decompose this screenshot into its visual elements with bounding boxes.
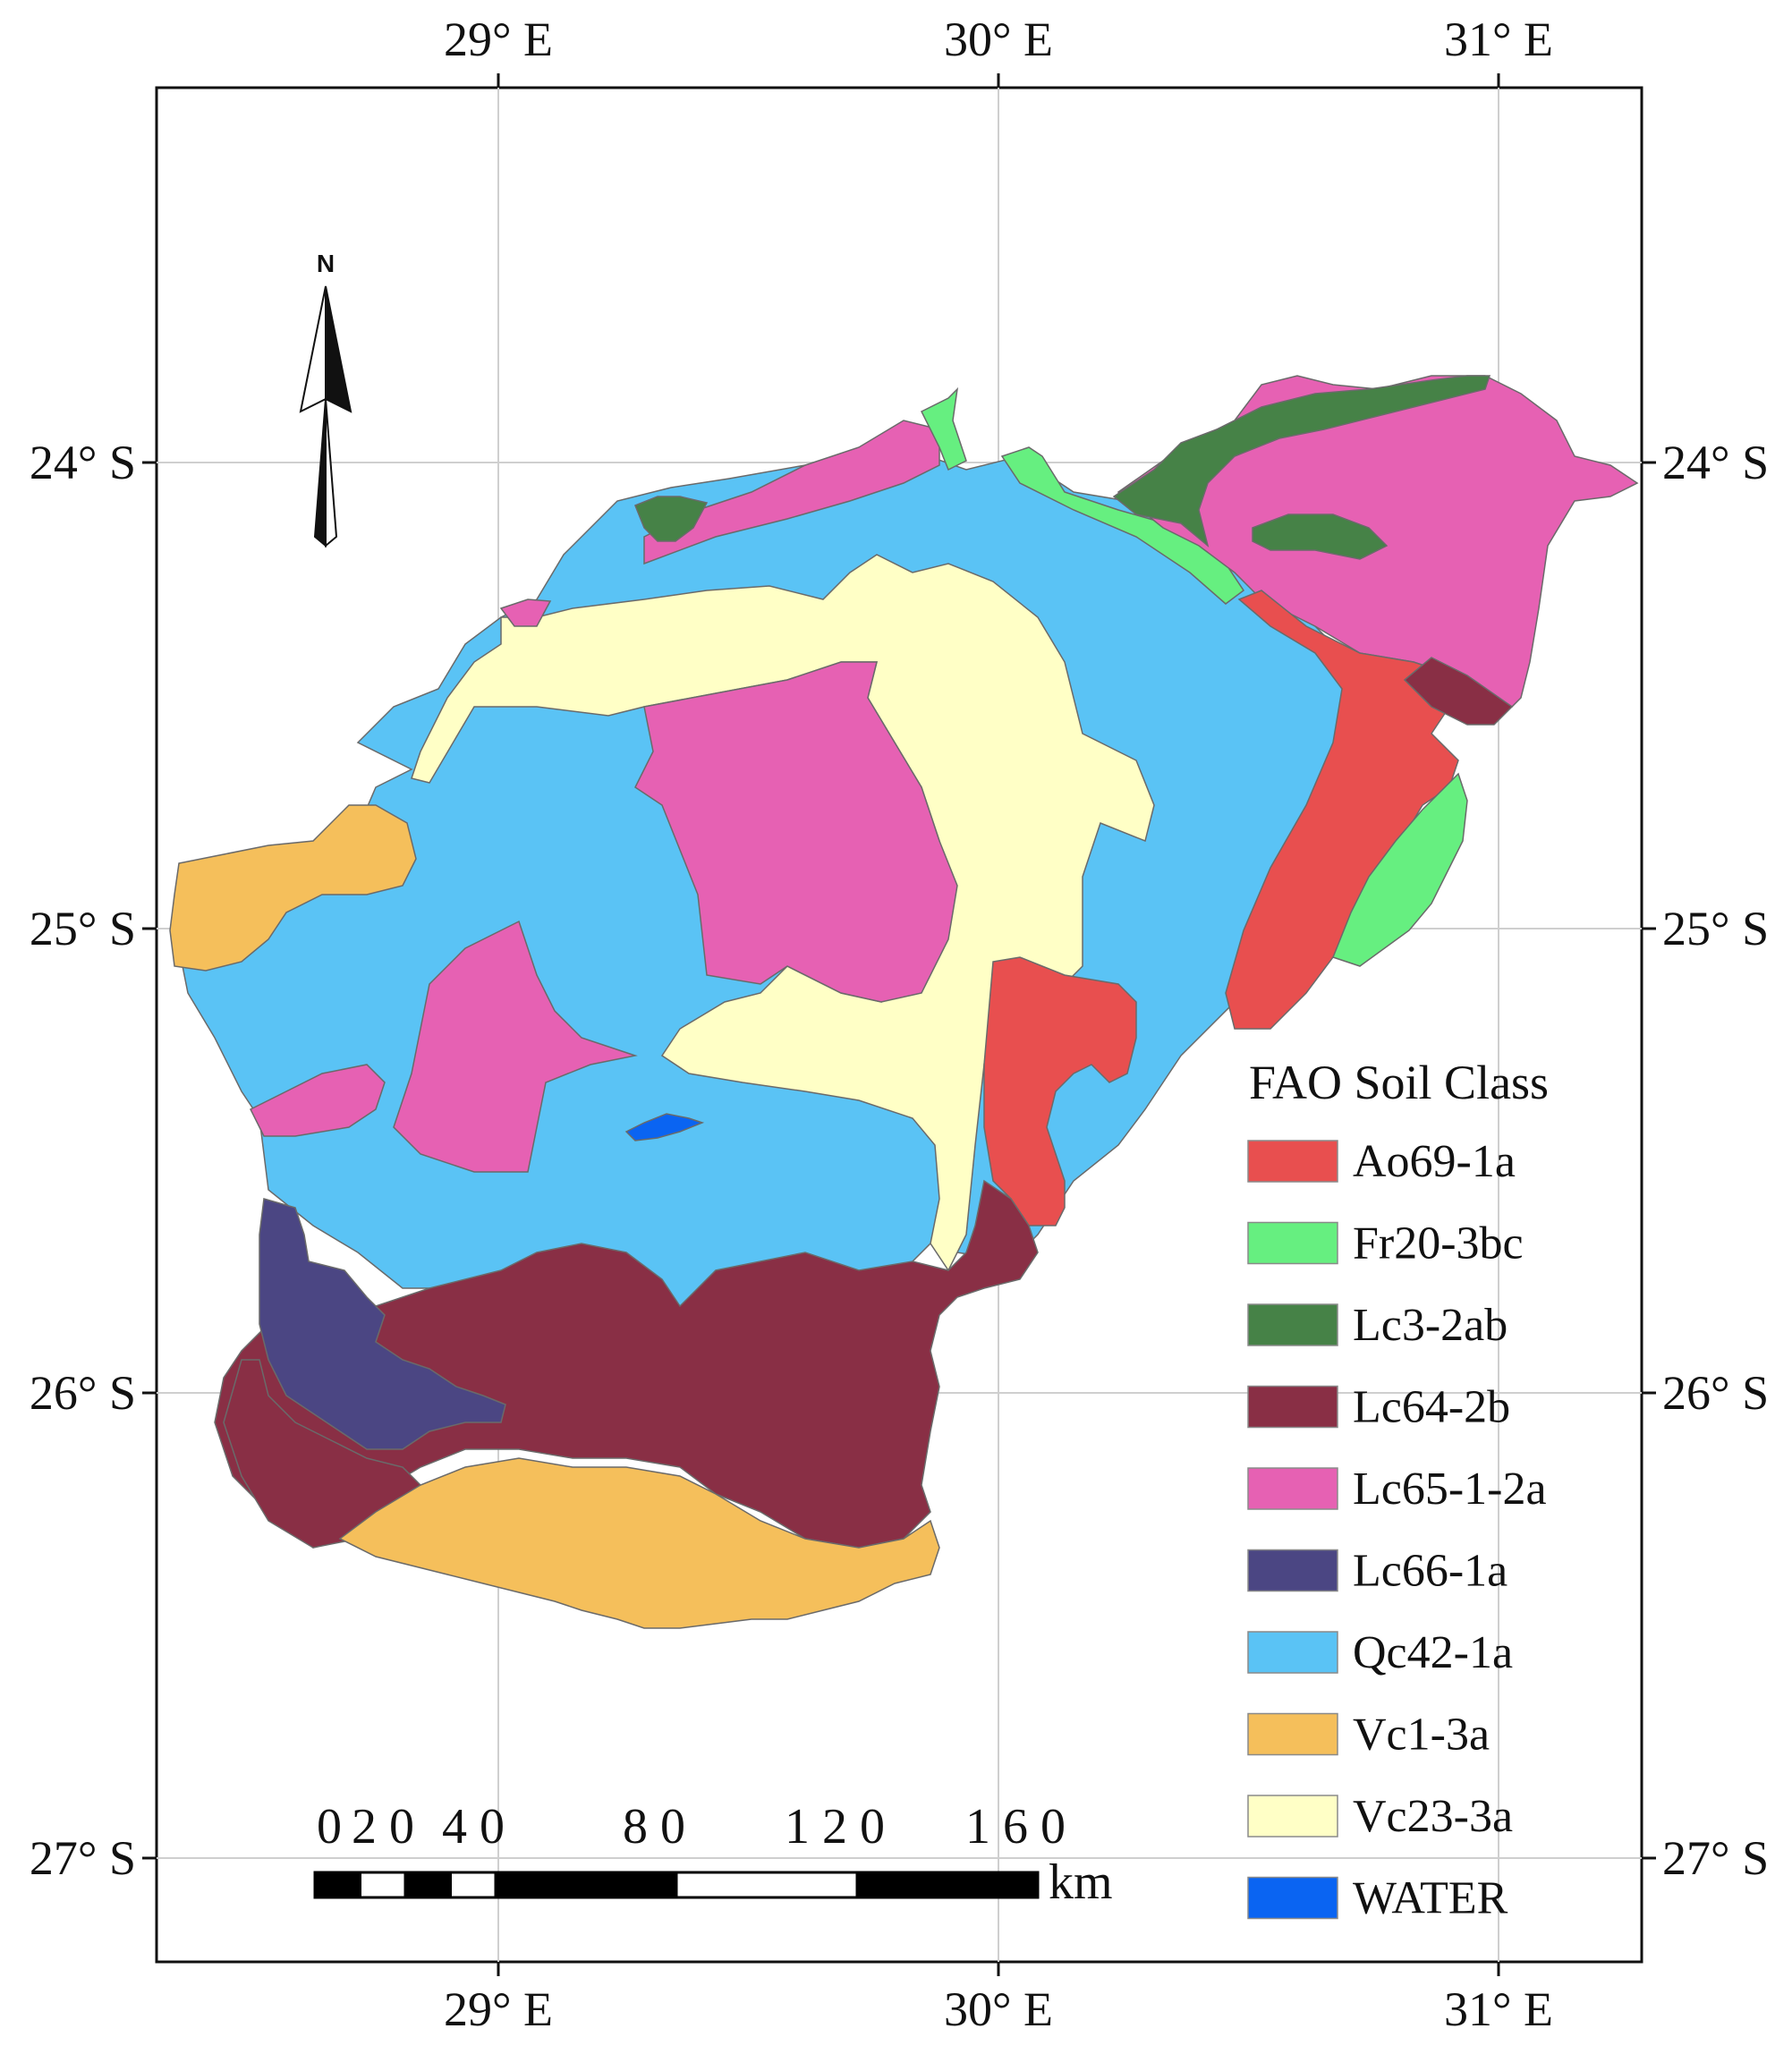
scale-tick-1: 20	[352, 1799, 427, 1855]
soil-vc1-3a-west	[169, 804, 417, 972]
soil-fr20-3bc-north	[920, 386, 967, 471]
scale-tick-5: 160	[965, 1799, 1078, 1855]
frame-ticks	[142, 73, 1656, 1976]
legend-label-4: Lc65-1-2a	[1353, 1464, 1547, 1515]
soil-lc65-1-2a-west	[393, 920, 638, 1173]
soil-ao69-1a-central	[983, 956, 1137, 1226]
legend-title: FAO Soil Class	[1249, 1056, 1549, 1109]
lat-label-right-1: 24° S	[1662, 436, 1769, 489]
lat-label-left-2: 25° S	[30, 902, 136, 955]
legend-label-6: Qc42-1a	[1353, 1627, 1513, 1678]
soil-lc65-1-2a-central	[634, 661, 958, 1003]
legend-swatch-1	[1247, 1221, 1338, 1265]
legend-swatch-3	[1247, 1385, 1338, 1429]
latitude-labels-right: 24° S 25° S 26° S 27° S	[1662, 436, 1769, 1885]
lon-label-top-2: 30° E	[944, 13, 1053, 66]
lon-label-bottom-1: 29° E	[444, 1982, 553, 2036]
lat-label-right-2: 25° S	[1662, 902, 1769, 955]
lon-label-bottom-3: 31° E	[1444, 1982, 1553, 2036]
legend: FAO Soil Class Ao69-1a Fr20-3bc Lc3-2ab Lc6…	[1247, 1056, 1549, 1924]
legend-label-1: Fr20-3bc	[1353, 1218, 1524, 1269]
lat-label-right-4: 27° S	[1662, 1831, 1769, 1885]
soil-lc64-2b-ne	[1403, 657, 1514, 726]
lon-label-top-3: 31° E	[1444, 13, 1553, 66]
scale-tick-4: 120	[785, 1799, 897, 1855]
soil-water	[624, 1113, 705, 1142]
legend-label-5: Lc66-1a	[1353, 1546, 1507, 1597]
lon-label-bottom-2: 30° E	[944, 1982, 1053, 2036]
lat-label-left-3: 26° S	[30, 1366, 136, 1420]
soil-lc3-2ab-ne-small	[1252, 514, 1389, 560]
latitude-labels-left: 24° S 25° S 26° S 27° S	[30, 436, 136, 1885]
soil-polygons	[169, 375, 1639, 1629]
soil-vc1-3a-south	[338, 1457, 940, 1629]
north-arrow-label: N	[317, 250, 335, 277]
legend-label-0: Ao69-1a	[1353, 1136, 1516, 1187]
lon-label-top-1: 29° E	[444, 13, 553, 66]
soil-lc65-1-2a-tiny	[499, 598, 552, 627]
scale-tick-2: 40	[442, 1799, 517, 1855]
legend-label-3: Lc64-2b	[1353, 1382, 1510, 1433]
scale-segment-1	[359, 1871, 407, 1899]
lat-label-left-1: 24° S	[30, 436, 136, 489]
scale-bar: 020 40 80 120 160 km	[313, 1799, 1113, 1910]
legend-swatch-7	[1247, 1712, 1338, 1756]
legend-swatch-6	[1247, 1631, 1338, 1674]
scale-segment-0	[313, 1871, 361, 1899]
scale-tick-0: 0	[317, 1799, 354, 1855]
north-arrow: N	[299, 250, 352, 548]
scale-segment-2	[403, 1871, 452, 1899]
soil-lc65-1-2a-small	[249, 1064, 386, 1137]
legend-swatch-9	[1247, 1876, 1338, 1920]
legend-swatch-0	[1247, 1140, 1338, 1183]
scale-segment-5	[675, 1871, 859, 1899]
scale-segment-4	[494, 1871, 678, 1899]
legend-label-8: Vc23-3a	[1353, 1791, 1513, 1842]
soil-fr20-3bc-ne	[1000, 446, 1245, 605]
legend-label-9: WATER	[1353, 1873, 1508, 1924]
longitude-labels-top: 29° E 30° E 31° E	[444, 13, 1553, 66]
soil-lc3-2ab-nw	[634, 496, 709, 542]
soil-lc3-2ab-ne	[1112, 375, 1491, 548]
legend-swatch-4	[1247, 1467, 1338, 1510]
legend-swatch-8	[1247, 1795, 1338, 1838]
lat-label-right-3: 26° S	[1662, 1366, 1769, 1420]
legend-label-2: Lc3-2ab	[1353, 1300, 1507, 1351]
longitude-labels-bottom: 29° E 30° E 31° E	[444, 1982, 1553, 2036]
scale-segment-6	[855, 1871, 1040, 1899]
soil-lc66-1a	[259, 1198, 506, 1450]
legend-label-7: Vc1-3a	[1353, 1710, 1490, 1761]
scale-tick-3: 80	[623, 1799, 698, 1855]
legend-swatch-2	[1247, 1303, 1338, 1346]
legend-swatch-5	[1247, 1549, 1338, 1592]
lat-label-left-4: 27° S	[30, 1831, 136, 1885]
scale-segment-3	[449, 1871, 497, 1899]
soil-fr20-3bc-east	[1332, 772, 1468, 967]
scale-unit: km	[1049, 1855, 1113, 1910]
